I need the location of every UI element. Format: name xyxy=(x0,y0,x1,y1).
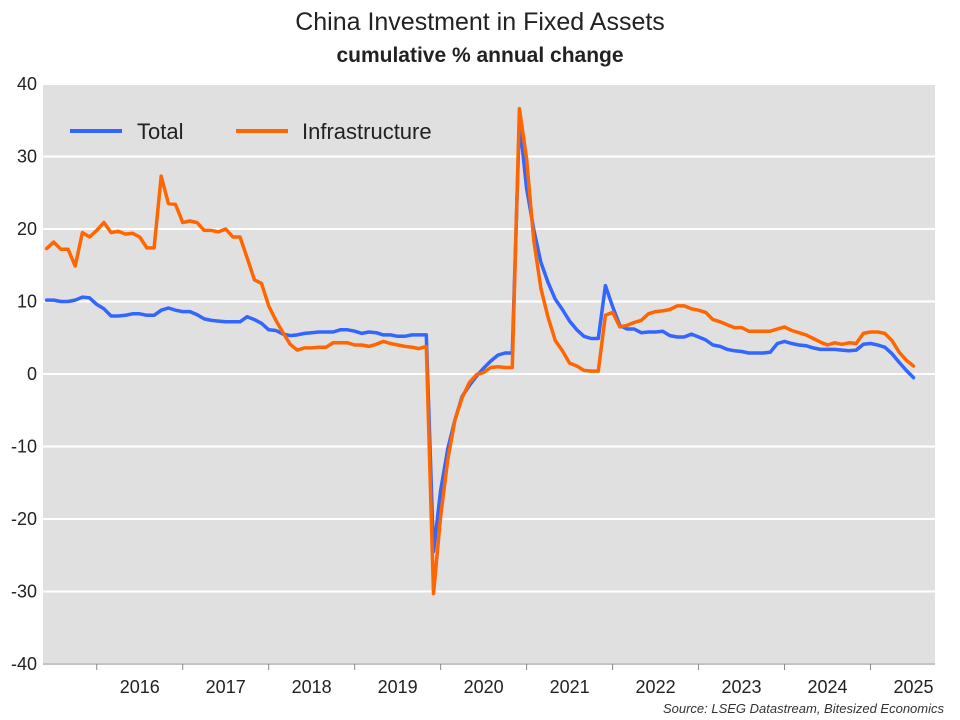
source-note: Source: LSEG Datastream, Bitesized Econo… xyxy=(662,701,944,716)
x-tick-label: 2022 xyxy=(636,677,676,697)
x-axis: 2016 2017 2018 2019 2020 2021 2022 2023 2024 2025 xyxy=(43,663,935,697)
chart-subtitle: cumulative % annual change xyxy=(336,44,624,67)
chart-title: China Investment in Fixed Assets xyxy=(295,8,665,36)
x-tick-label: 2016 xyxy=(120,677,160,697)
legend-label-infrastructure: Infrastructure xyxy=(302,119,432,144)
x-tick-label: 2017 xyxy=(206,677,246,697)
y-tick-label: 20 xyxy=(17,219,37,239)
series-lines xyxy=(44,106,916,596)
y-tick-label: -10 xyxy=(11,437,37,457)
series-line-infrastructure xyxy=(44,106,916,596)
y-tick-label: 0 xyxy=(27,364,37,384)
y-tick-label: 30 xyxy=(17,147,37,167)
x-tick-label: 2024 xyxy=(808,677,848,697)
y-tick-label: -40 xyxy=(11,654,37,674)
legend: Total Infrastructure xyxy=(70,119,432,144)
x-tick-label: 2020 xyxy=(464,677,504,697)
y-tick-label: -30 xyxy=(11,582,37,602)
x-tick-label: 2023 xyxy=(722,677,762,697)
x-tick-label: 2019 xyxy=(378,677,418,697)
x-tick-label: 2018 xyxy=(292,677,332,697)
y-tick-label: -20 xyxy=(11,509,37,529)
y-tick-label: 40 xyxy=(17,74,37,94)
x-tick-label: 2021 xyxy=(550,677,590,697)
x-tick-label: 2025 xyxy=(893,677,933,697)
y-tick-label: 10 xyxy=(17,292,37,312)
legend-label-total: Total xyxy=(137,119,183,144)
y-axis: 40 30 20 10 0 -10 -20 -30 -40 xyxy=(11,74,37,674)
